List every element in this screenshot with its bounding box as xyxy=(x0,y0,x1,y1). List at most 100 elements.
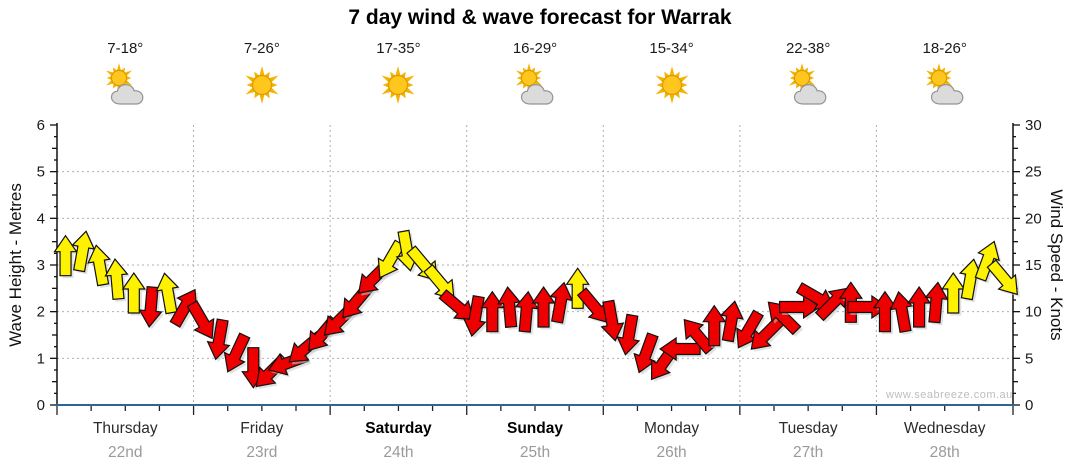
day-date-label: 23rd xyxy=(246,444,278,461)
sun-core xyxy=(111,69,128,87)
day-name-label: Monday xyxy=(643,420,700,437)
wind-arrow-red xyxy=(514,290,539,333)
wind-arrow-yellow xyxy=(53,234,78,277)
wind-arrow-red xyxy=(186,300,215,340)
wave-height-tick-label: 3 xyxy=(37,257,45,274)
cloud-shape xyxy=(111,83,144,105)
wind-arrow-red xyxy=(889,290,914,334)
temp-range-label: 7-26° xyxy=(243,40,280,57)
sun-ray xyxy=(678,87,689,95)
sun-ray xyxy=(804,67,809,73)
sun-ray xyxy=(944,70,952,76)
sun-ray xyxy=(264,92,270,99)
sun-ray xyxy=(796,83,800,89)
wind-arrow-red xyxy=(906,285,932,328)
sun-ray xyxy=(926,76,931,80)
sun-ray xyxy=(516,76,522,80)
chart-title: 7 day wind & wave forecast for Warrak xyxy=(348,6,732,29)
sun-ray xyxy=(669,66,674,76)
cloud-shape xyxy=(794,83,827,105)
wave-height-tick-label: 2 xyxy=(37,304,45,321)
temp-range-label: 16-29° xyxy=(512,40,558,57)
sun-ray xyxy=(932,67,937,73)
sun-core xyxy=(251,74,272,96)
sun-core xyxy=(661,74,682,96)
sun-ray xyxy=(113,67,118,73)
sun-ray xyxy=(125,70,133,76)
sun-ray xyxy=(944,80,952,86)
temp-range-label: 22-38° xyxy=(785,40,831,57)
day-name-label: Saturday xyxy=(365,420,432,437)
wind-arrow-yellow xyxy=(121,271,146,314)
sun-ray xyxy=(106,80,114,86)
sun-ray xyxy=(382,82,389,88)
wind-speed-tick-label: 30 xyxy=(1025,117,1042,134)
sun-ray xyxy=(254,71,260,78)
sun-ray xyxy=(396,66,401,76)
wind-arrow-yellow xyxy=(986,259,1019,296)
wind-arrow-yellow xyxy=(87,244,112,287)
wind-arrow-red xyxy=(549,281,574,324)
wind-arrow-yellow xyxy=(155,272,180,315)
sun-ray xyxy=(534,80,542,86)
sun-ray xyxy=(663,71,669,78)
sun-ray xyxy=(271,82,278,88)
wind-arrow-red xyxy=(531,285,556,328)
sun-ray xyxy=(655,75,665,83)
wind-speed-tick-label: 0 xyxy=(1025,397,1033,414)
day-date-label: 22nd xyxy=(108,444,143,461)
wind-speed-tick-label: 5 xyxy=(1025,350,1033,367)
wind-arrow-red xyxy=(462,294,487,338)
wind-arrow-red xyxy=(616,313,641,356)
sun-core xyxy=(793,69,811,87)
sun-ray xyxy=(678,75,689,83)
wind-arrow-red xyxy=(659,336,701,362)
sun-behind-cloud-icon xyxy=(925,63,964,105)
sun-ray xyxy=(390,71,396,78)
wind-speed-tick-label: 10 xyxy=(1025,304,1042,321)
day-date-label: 24th xyxy=(383,444,414,461)
sun-ray xyxy=(269,75,279,83)
sun-ray xyxy=(932,83,937,89)
day-date-label: 27th xyxy=(793,444,824,461)
wave-height-tick-label: 5 xyxy=(37,164,45,181)
day-name-label: Sunday xyxy=(507,420,563,437)
sun-ray xyxy=(809,76,815,80)
sun-ray xyxy=(269,87,279,95)
sun-ray xyxy=(396,94,401,104)
wind-arrow-red xyxy=(206,318,231,361)
day-date-label: 26th xyxy=(656,444,687,461)
sun-ray xyxy=(245,87,255,95)
day-name-label: Thursday xyxy=(92,420,158,437)
wind-arrow-red xyxy=(683,318,716,355)
sun-icon xyxy=(381,66,415,104)
day-name-label: Friday xyxy=(240,420,284,437)
temp-range-label: 15-34° xyxy=(649,40,694,57)
sun-ray xyxy=(789,76,795,80)
sun-ray xyxy=(121,67,126,73)
sun-icon xyxy=(245,66,279,104)
sun-ray xyxy=(245,75,255,83)
sun-ray xyxy=(655,87,665,95)
sun-ray xyxy=(674,92,680,99)
wind-arrow-red xyxy=(138,285,163,328)
cloud-shape xyxy=(930,83,964,105)
sun-ray xyxy=(401,71,407,78)
sun-ray xyxy=(246,82,253,88)
wind-speed-tick-label: 25 xyxy=(1025,164,1042,181)
sun-ray xyxy=(405,75,415,83)
sun-ray xyxy=(381,87,392,95)
day-name-label: Wednesday xyxy=(903,420,986,437)
sun-ray xyxy=(408,82,414,88)
wave-height-tick-label: 0 xyxy=(37,397,45,414)
sun-ray xyxy=(264,71,270,78)
sun-behind-cloud-icon xyxy=(516,63,554,105)
sun-ray xyxy=(789,80,797,86)
sun-ray xyxy=(669,94,674,104)
temp-range-label: 7-18° xyxy=(107,40,144,57)
sun-ray xyxy=(925,70,933,76)
sun-ray xyxy=(807,80,816,86)
sun-ray xyxy=(259,66,265,76)
wind-speed-tick-label: 15 xyxy=(1025,257,1042,274)
